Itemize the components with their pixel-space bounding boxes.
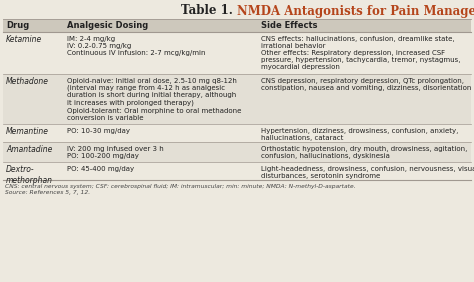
Text: Hypertension, dizziness, drowsiness, confusion, anxiety,
hallucinations, catarac: Hypertension, dizziness, drowsiness, con… xyxy=(261,127,458,141)
Text: CNS: central nervous system; CSF: cerebrospinal fluid; IM: intramuscular; min: m: CNS: central nervous system; CSF: cerebr… xyxy=(5,184,356,195)
Text: IM: 2-4 mg/kg
IV: 0.2-0.75 mg/kg
Continuous IV infusion: 2-7 mcg/kg/min: IM: 2-4 mg/kg IV: 0.2-0.75 mg/kg Continu… xyxy=(67,36,205,56)
Text: CNS depression, respiratory depression, QTc prolongation,
constipation, nausea a: CNS depression, respiratory depression, … xyxy=(261,78,472,91)
Text: PO: 45-400 mg/day: PO: 45-400 mg/day xyxy=(67,166,134,171)
Text: Amantadine: Amantadine xyxy=(6,146,52,155)
Text: CNS effects: hallucinations, confusion, dreamlike state,
irrational behavior
Oth: CNS effects: hallucinations, confusion, … xyxy=(261,36,461,70)
Bar xyxy=(3,142,471,162)
Text: PO: 10-30 mg/day: PO: 10-30 mg/day xyxy=(67,127,130,133)
Text: IV: 200 mg infused over 3 h
PO: 100-200 mg/day: IV: 200 mg infused over 3 h PO: 100-200 … xyxy=(67,146,164,159)
Text: Methadone: Methadone xyxy=(6,78,49,87)
Text: Light-headedness, drowsiness, confusion, nervousness, visual
disturbances, serot: Light-headedness, drowsiness, confusion,… xyxy=(261,166,474,179)
Text: Side Effects: Side Effects xyxy=(261,21,318,30)
Bar xyxy=(3,162,471,180)
Text: Analgesic Dosing: Analgesic Dosing xyxy=(67,21,148,30)
Text: Orthostatic hypotension, dry mouth, drowsiness, agitation,
confusion, hallucinat: Orthostatic hypotension, dry mouth, drow… xyxy=(261,146,467,159)
Text: Drug: Drug xyxy=(6,21,29,30)
Text: Table 1.: Table 1. xyxy=(181,5,237,17)
Text: Memantine: Memantine xyxy=(6,127,49,136)
Text: Ketamine: Ketamine xyxy=(6,36,42,45)
Text: NMDA Antagonists for Pain Management: NMDA Antagonists for Pain Management xyxy=(237,5,474,17)
Text: Opioid-naive: Initial oral dose, 2.5-10 mg q8-12h
(interval may range from 4-12 : Opioid-naive: Initial oral dose, 2.5-10 … xyxy=(67,78,241,121)
Text: Dextro-
methorphan: Dextro- methorphan xyxy=(6,166,53,185)
Bar xyxy=(3,74,471,124)
Bar xyxy=(3,19,471,32)
Bar xyxy=(3,32,471,74)
Bar xyxy=(3,124,471,142)
